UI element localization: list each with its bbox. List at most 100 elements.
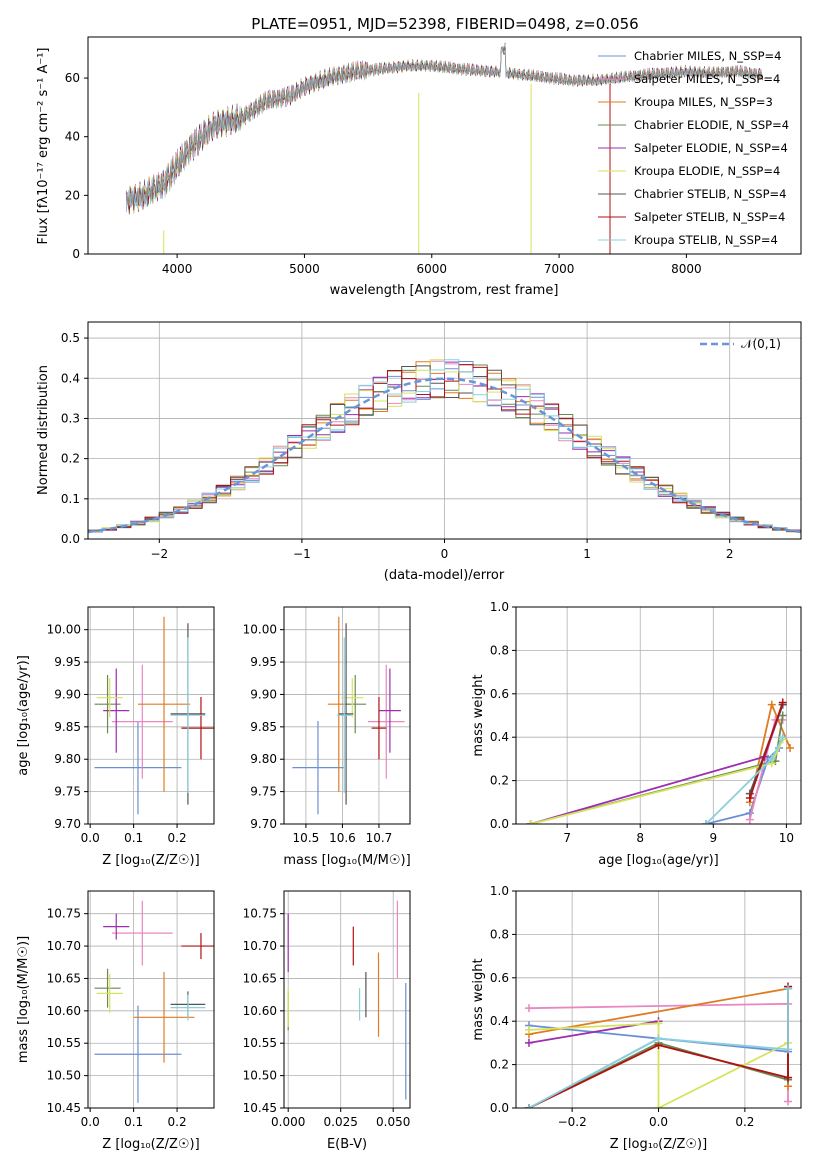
y-tick-label: 10.45 bbox=[243, 1101, 277, 1115]
y-tick-label: 9.75 bbox=[250, 785, 277, 799]
x-tick-label: 0.050 bbox=[376, 1115, 410, 1129]
spectrum-panel: PLATE=0951, MJD=52398, FIBERID=0498, z=0… bbox=[36, 15, 802, 298]
y-tick-label: 9.85 bbox=[250, 720, 277, 734]
y-tick-label: 10.75 bbox=[243, 907, 277, 921]
age_vs_mass-xlabel: mass [log₁₀(M/M☉)] bbox=[283, 853, 410, 868]
y-tick-label: 10.55 bbox=[47, 1036, 81, 1050]
x-tick-label: 8 bbox=[636, 831, 644, 845]
legend-label: Salpeter MILES, N_SSP=4 bbox=[634, 72, 780, 86]
x-tick-label: 10.6 bbox=[329, 831, 356, 845]
mass_weight_vs_age-xlabel: age [log₁₀(age/yr)] bbox=[598, 853, 719, 868]
spectrum-xlabel: wavelength [Angstrom, rest frame] bbox=[330, 283, 559, 298]
weight-marker bbox=[654, 1019, 663, 1028]
x-tick-label: 0.1 bbox=[124, 831, 143, 845]
y-tick-label: 0.8 bbox=[490, 643, 509, 657]
y-tick-label: 0.5 bbox=[61, 331, 80, 345]
weight-marker bbox=[524, 1038, 533, 1047]
x-tick-label: 7000 bbox=[544, 262, 575, 276]
x-tick-label: −0.2 bbox=[558, 1115, 587, 1129]
age_vs_Z-ylabel: age [log₁₀(age/yr)] bbox=[16, 655, 31, 776]
y-tick-label: 10.00 bbox=[243, 623, 277, 637]
mass_vs_EBV-axes bbox=[284, 891, 410, 1109]
y-tick-label: 9.85 bbox=[54, 720, 81, 734]
weight-marker bbox=[524, 1104, 533, 1108]
legend-label: Chabrier ELODIE, N_SSP=4 bbox=[634, 118, 789, 132]
age_vs_Z-xlabel: Z [log₁₀(Z/Z☉)] bbox=[102, 853, 199, 868]
age_vs_Z-points bbox=[94, 616, 214, 815]
histogram-salpeter-stelib bbox=[88, 364, 801, 533]
y-tick-label: 10.65 bbox=[243, 971, 277, 985]
weight-line bbox=[530, 739, 784, 824]
spectrum-lines bbox=[125, 42, 763, 254]
y-tick-label: 10.50 bbox=[47, 1069, 81, 1083]
weight-marker bbox=[767, 754, 776, 763]
residuals-ylabel: Normed distribution bbox=[36, 365, 51, 495]
legend-label: Chabrier STELIB, N_SSP=4 bbox=[634, 187, 786, 201]
x-tick-label: 0.0 bbox=[649, 1115, 668, 1129]
y-tick-label: 10.70 bbox=[243, 939, 277, 953]
y-tick-label: 0.4 bbox=[490, 730, 509, 744]
spectrum-ylabel: Flux [fλ10⁻¹⁷ erg cm⁻² s⁻¹ A⁻¹] bbox=[36, 48, 51, 245]
y-tick-label: 10.45 bbox=[47, 1101, 81, 1115]
mass_weight_vs_Z-xlabel: Z [log₁₀(Z/Z☉)] bbox=[610, 1137, 707, 1152]
y-tick-label: 1.0 bbox=[490, 884, 509, 898]
y-tick-label: 10.60 bbox=[47, 1004, 81, 1018]
mass_vs_Z-xlabel: Z [log₁₀(Z/Z☉)] bbox=[102, 1137, 199, 1152]
x-tick-label: 0.025 bbox=[324, 1115, 358, 1129]
mass_weight_vs_Z-lines bbox=[524, 982, 793, 1108]
y-tick-label: 10.50 bbox=[243, 1069, 277, 1083]
weight-marker bbox=[778, 733, 787, 742]
residuals-legend: 𝒩(0,1) bbox=[700, 337, 781, 351]
normal-legend-label: 𝒩(0,1) bbox=[741, 337, 781, 351]
weight-marker bbox=[784, 1073, 793, 1082]
x-tick-label: 10.5 bbox=[293, 831, 320, 845]
mass_weight_vs_age-ylabel: mass weight bbox=[471, 674, 486, 756]
x-tick-label: −2 bbox=[150, 547, 168, 561]
y-tick-label: 0.2 bbox=[490, 1058, 509, 1072]
x-tick-label: 2 bbox=[726, 547, 734, 561]
age_vs_mass-frame bbox=[283, 606, 411, 825]
residuals-panel: −2 −1 0 1 2 0.0 0.1 0.2 0.3 0.4 0.5 (data-model)/e… bbox=[36, 321, 802, 583]
spectrum-frame bbox=[87, 36, 802, 255]
x-tick-label: 6000 bbox=[416, 262, 447, 276]
y-tick-label: 9.95 bbox=[250, 655, 277, 669]
weight-marker bbox=[784, 1097, 793, 1106]
y-tick-label: 0.2 bbox=[490, 774, 509, 788]
parameter-panels: 0.0 0.1 0.2 9.70 9.75 9.80 9.85 9.90 9.95 10.00 Z … bbox=[16, 600, 802, 1152]
x-tick-label: 0.0 bbox=[81, 831, 100, 845]
spectrum-title: PLATE=0951, MJD=52398, FIBERID=0498, z=0… bbox=[251, 15, 638, 33]
weight-marker bbox=[524, 1004, 533, 1013]
age_vs_Z-panel: 0.0 0.1 0.2 9.70 9.75 9.80 9.85 9.90 9.95 10.00 Z … bbox=[16, 606, 215, 868]
y-tick-label: 0 bbox=[72, 247, 80, 261]
y-tick-label: 10.65 bbox=[47, 971, 81, 985]
mass_vs_Z-panel: 0.0 0.1 0.2 10.45 10.50 10.55 10.60 10.65 10.70 1… bbox=[16, 890, 215, 1152]
y-tick-label: 0.3 bbox=[61, 411, 80, 425]
mass_vs_EBV-frame bbox=[283, 890, 411, 1109]
weight-marker bbox=[767, 700, 776, 709]
x-tick-label: 0.2 bbox=[735, 1115, 754, 1129]
y-tick-label: 9.95 bbox=[54, 655, 81, 669]
weight-marker bbox=[778, 711, 787, 720]
x-tick-label: 0.000 bbox=[271, 1115, 305, 1129]
spectrum-legend: Chabrier MILES, N_SSP=4 Salpeter MILES, N… bbox=[598, 49, 789, 247]
y-tick-label: 0.0 bbox=[61, 532, 80, 546]
x-tick-label: 8000 bbox=[671, 262, 702, 276]
x-tick-label: 0.2 bbox=[168, 1115, 187, 1129]
y-tick-label: 0.6 bbox=[490, 971, 509, 985]
weight-line bbox=[748, 702, 784, 799]
x-tick-label: 10 bbox=[779, 831, 794, 845]
legend-label: Kroupa ELODIE, N_SSP=4 bbox=[634, 164, 780, 178]
mass_vs_Z-frame bbox=[87, 890, 215, 1109]
y-tick-label: 0.4 bbox=[61, 371, 80, 385]
x-tick-label: 4000 bbox=[162, 262, 193, 276]
weight-marker bbox=[784, 984, 793, 993]
y-tick-label: 9.70 bbox=[250, 817, 277, 831]
mass_weight_vs_Z-panel: −0.2 0.0 0.2 0.0 0.2 0.4 0.6 0.8 1.0 Z [log₁₀(Z/Z… bbox=[471, 884, 802, 1152]
weight-line bbox=[528, 1022, 789, 1108]
y-tick-label: 10.70 bbox=[47, 939, 81, 953]
y-tick-label: 9.80 bbox=[54, 752, 81, 766]
y-tick-label: 0.8 bbox=[490, 927, 509, 941]
y-tick-label: 9.80 bbox=[250, 752, 277, 766]
mass_vs_Z-axes bbox=[88, 891, 214, 1109]
x-tick-label: 1 bbox=[583, 547, 591, 561]
